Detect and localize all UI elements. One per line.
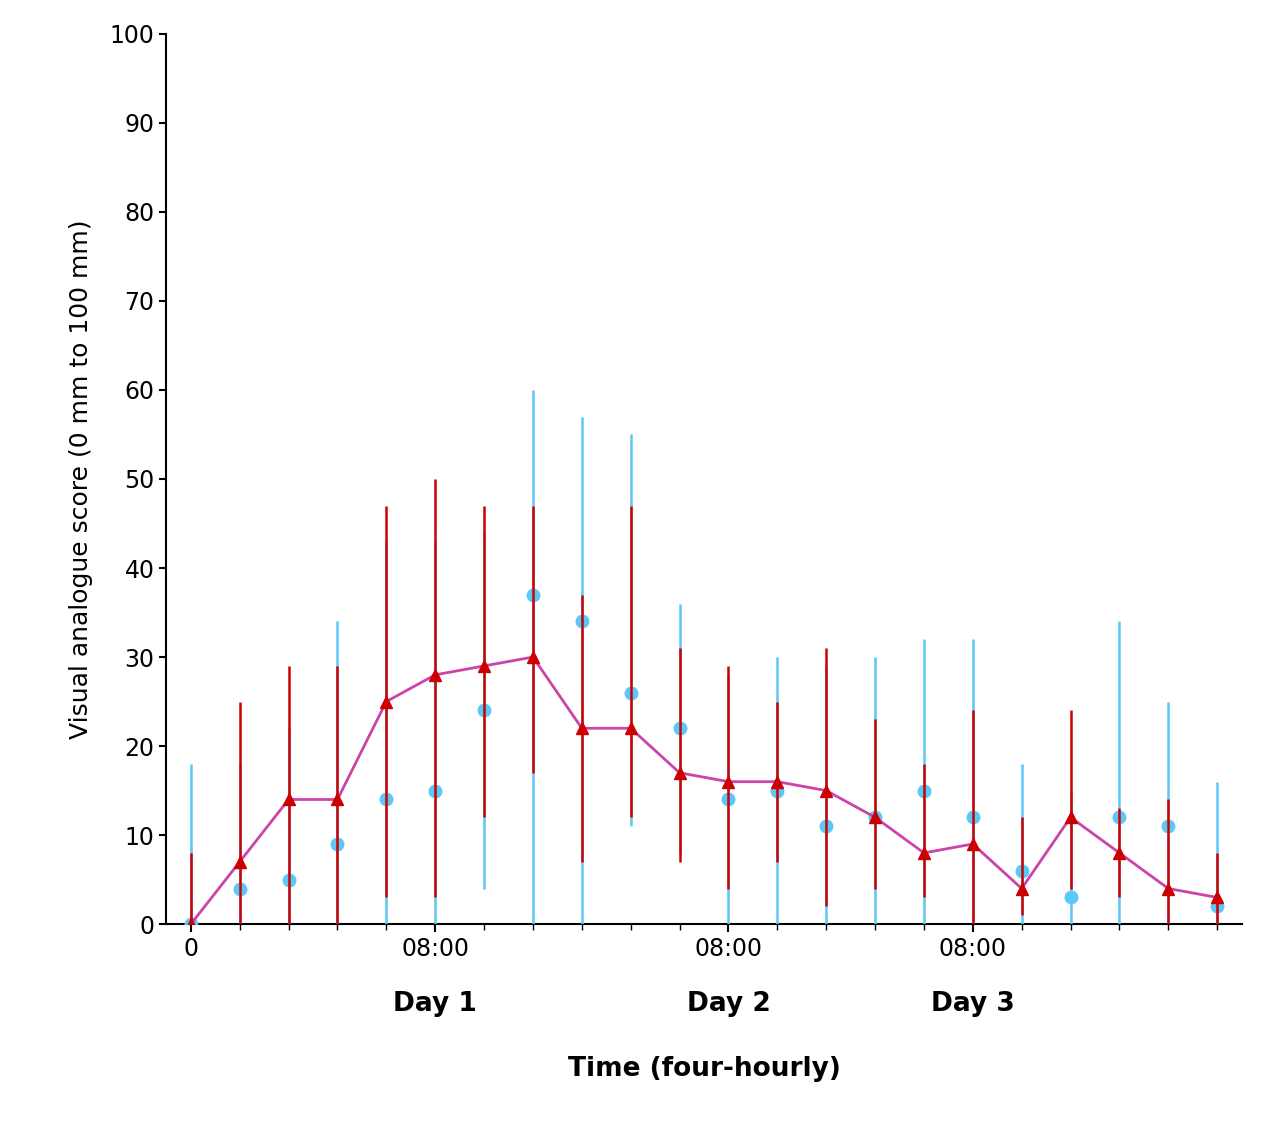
Text: Day 2: Day 2: [686, 991, 771, 1017]
Y-axis label: Visual analogue score (0 mm to 100 mm): Visual analogue score (0 mm to 100 mm): [69, 220, 93, 738]
Text: Day 1: Day 1: [393, 991, 477, 1017]
Text: Day 3: Day 3: [931, 991, 1015, 1017]
Text: Time (four-hourly): Time (four-hourly): [567, 1056, 841, 1082]
